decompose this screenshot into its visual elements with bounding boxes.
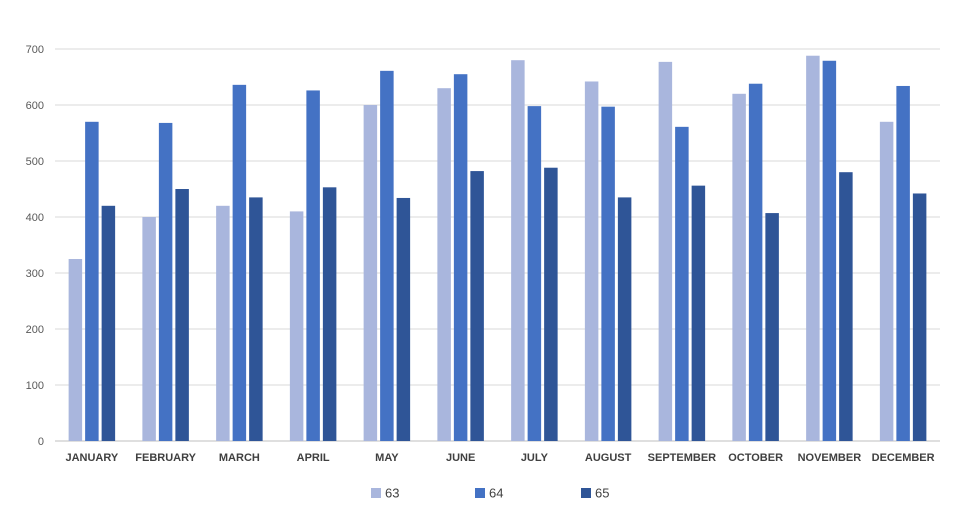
y-tick-label: 600 bbox=[26, 100, 44, 112]
bar-65-september bbox=[691, 185, 706, 441]
y-tick-label: 200 bbox=[26, 324, 44, 336]
x-category-label: FEBRUARY bbox=[135, 452, 196, 464]
y-tick-label: 400 bbox=[26, 212, 44, 224]
x-category-label: OCTOBER bbox=[728, 452, 783, 464]
legend-swatch-65 bbox=[581, 488, 591, 498]
bar-65-february bbox=[175, 189, 189, 441]
bar-64-may bbox=[380, 70, 394, 441]
bar-63-february bbox=[142, 217, 156, 441]
y-tick-label: 500 bbox=[26, 156, 44, 168]
bar-64-december bbox=[896, 85, 910, 442]
bar-63-may bbox=[363, 105, 378, 441]
y-tick-label: 0 bbox=[38, 436, 44, 448]
bar-63-january bbox=[68, 259, 83, 441]
x-category-label: JANUARY bbox=[65, 452, 118, 464]
bar-64-august bbox=[601, 106, 615, 442]
bar-65-october bbox=[765, 213, 779, 441]
gridlines bbox=[55, 48, 940, 442]
y-axis: 0 100 200 300 400 500 600 700 bbox=[26, 44, 44, 448]
bar-63-october bbox=[732, 93, 746, 442]
bar-64-october bbox=[748, 83, 763, 441]
bar-65-august bbox=[617, 197, 632, 441]
bar-64-february bbox=[158, 122, 173, 442]
x-category-label: MAY bbox=[375, 452, 399, 464]
bar-65-april bbox=[322, 187, 337, 441]
x-axis: JANUARY FEBRUARY MARCH APRIL MAY JUNE JULY AUGU… bbox=[65, 452, 934, 464]
bar-65-june bbox=[470, 171, 484, 441]
bar-65-march bbox=[249, 197, 263, 441]
bar-63-december bbox=[879, 121, 894, 442]
x-category-label: AUGUST bbox=[585, 452, 632, 464]
x-category-label: NOVEMBER bbox=[798, 452, 862, 464]
legend-swatch-63 bbox=[371, 488, 381, 498]
y-tick-label: 300 bbox=[26, 268, 44, 280]
bar-63-march bbox=[216, 205, 230, 441]
bar-63-july bbox=[511, 60, 525, 441]
bar-63-august bbox=[584, 81, 599, 441]
bar-64-july bbox=[527, 106, 542, 442]
bar-63-april bbox=[289, 211, 304, 441]
x-category-label: JUNE bbox=[446, 452, 475, 464]
bar-65-november bbox=[839, 172, 853, 441]
bar-65-december bbox=[912, 193, 927, 441]
bar-64-june bbox=[453, 74, 468, 441]
legend-label-65: 65 bbox=[595, 486, 609, 501]
y-tick-label: 700 bbox=[26, 44, 44, 56]
bar-64-april bbox=[306, 90, 320, 441]
x-category-label: DECEMBER bbox=[872, 452, 935, 464]
bars bbox=[68, 55, 927, 442]
bar-65-january bbox=[101, 205, 116, 441]
bar-63-september bbox=[658, 61, 673, 441]
bar-65-may bbox=[396, 197, 411, 441]
x-category-label: JULY bbox=[521, 452, 549, 464]
legend-label-63: 63 bbox=[385, 486, 399, 501]
bar-65-july bbox=[544, 167, 558, 441]
legend-swatch-64 bbox=[475, 488, 485, 498]
y-tick-label: 100 bbox=[26, 380, 44, 392]
bar-64-january bbox=[85, 121, 99, 442]
bar-63-november bbox=[806, 55, 820, 441]
legend-label-64: 64 bbox=[489, 486, 503, 501]
x-category-label: APRIL bbox=[297, 452, 330, 464]
bar-64-november bbox=[822, 60, 837, 441]
bar-64-september bbox=[675, 126, 689, 441]
legend: 63 64 65 bbox=[371, 486, 609, 501]
x-category-label: SEPTEMBER bbox=[648, 452, 717, 464]
bar-64-march bbox=[232, 84, 247, 441]
x-category-label: MARCH bbox=[219, 452, 260, 464]
bar-63-june bbox=[437, 88, 451, 441]
